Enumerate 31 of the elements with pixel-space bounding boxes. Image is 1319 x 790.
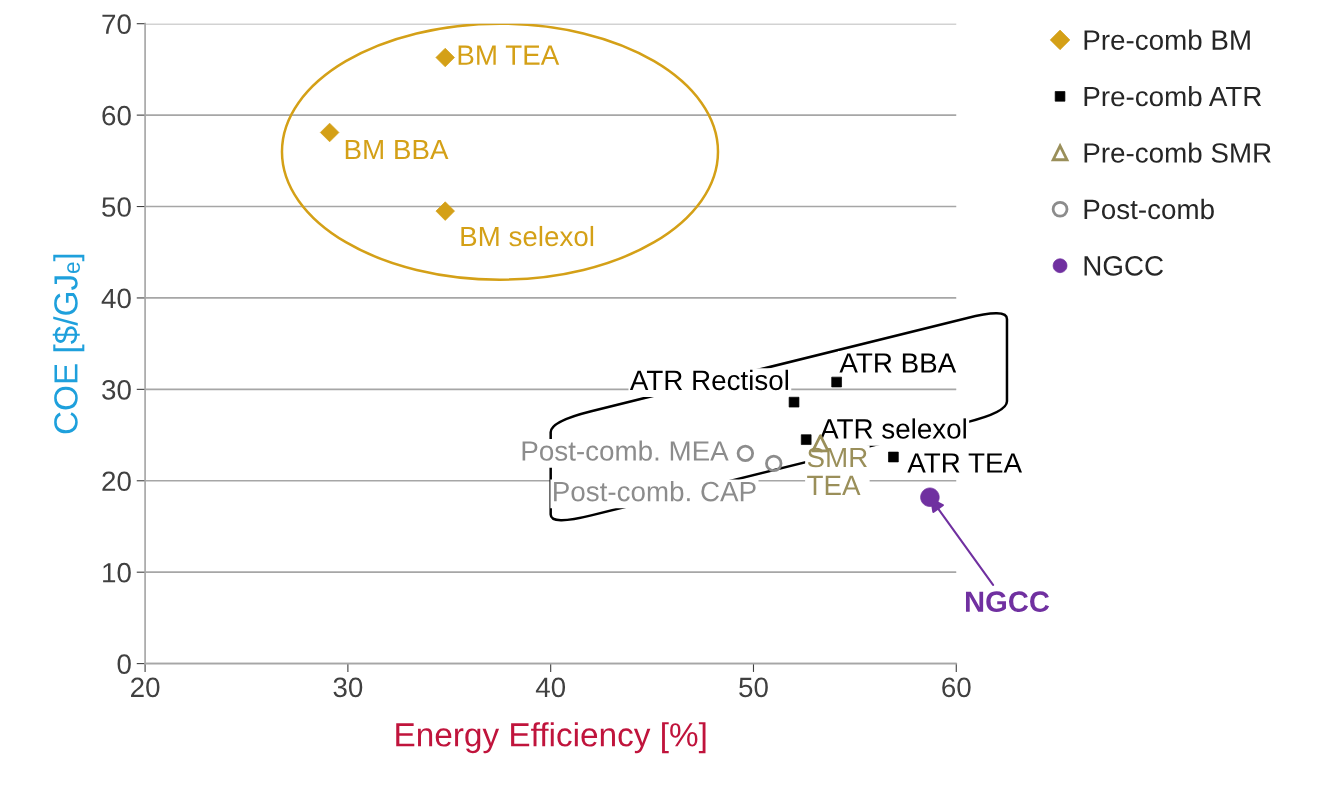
data-label: SMR TEA (807, 447, 867, 495)
y-tick-label: 70 (102, 14, 131, 35)
legend-label: Pre-comb SMR (1084, 142, 1271, 163)
x-tick-label: 40 (535, 677, 566, 698)
x-tick-label: 30 (333, 677, 363, 698)
annotation: NGCC (965, 591, 1050, 613)
data-label: ATR Rectisol (629, 369, 789, 391)
y-tick-label: 60 (102, 105, 131, 126)
y-tick-label: 20 (102, 471, 131, 492)
data-label: BM BBA (345, 140, 449, 160)
legend-label: Pre-comb ATR (1084, 85, 1262, 107)
y-axis-title: COE [$/GJₑ] (52, 254, 85, 434)
data-label: Post-comb. MEA (522, 440, 729, 461)
data-label: Post-comb. CAP (554, 481, 756, 502)
x-tick-label: 20 (131, 677, 160, 698)
data-label: ATR TEA (907, 453, 1022, 473)
data-label: BM TEA (458, 45, 560, 65)
legend-label: Pre-comb BM (1084, 29, 1250, 50)
y-tick-label: 30 (102, 380, 131, 400)
y-tick-label: 40 (101, 288, 131, 309)
y-tick-label: 0 (117, 654, 131, 674)
legend-label: Post-comb (1084, 198, 1214, 220)
x-tick-label: 50 (739, 677, 768, 698)
x-tick-label: 60 (942, 677, 971, 698)
x-axis-title: Energy Efficiency [%] (396, 722, 706, 754)
data-label: BM selexol (461, 225, 594, 247)
y-tick-label: 10 (103, 562, 131, 583)
y-tick-label: 50 (102, 197, 131, 217)
data-label: ATR selexol (820, 418, 966, 439)
data-label: ATR BBA (839, 353, 957, 373)
legend-label: NGCC (1084, 256, 1164, 276)
